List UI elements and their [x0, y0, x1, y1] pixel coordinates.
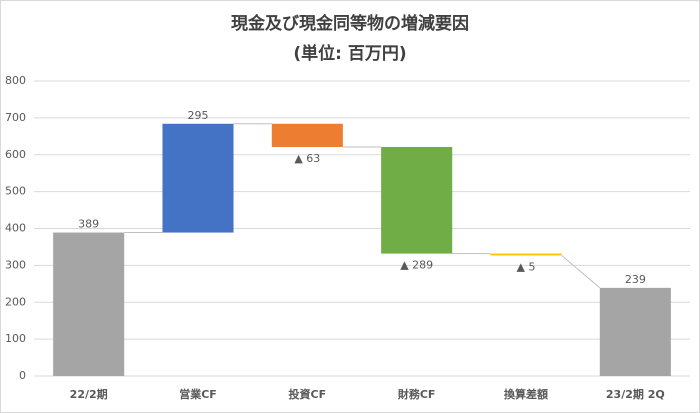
bar [599, 287, 671, 376]
bar [381, 147, 453, 254]
y-tick-label: 300 [5, 258, 26, 271]
y-tick-label: 400 [5, 222, 26, 235]
value-label: 239 [625, 273, 646, 286]
y-tick-label: 800 [5, 74, 26, 87]
connector [561, 255, 601, 289]
x-tick-label: 財務CF [397, 387, 436, 401]
bar [53, 232, 125, 376]
y-tick-label: 600 [5, 148, 26, 161]
x-tick-label: 換算差額 [504, 387, 548, 401]
x-tick-label: 22/2期 [70, 387, 108, 401]
value-label: 295 [188, 109, 209, 122]
value-label: ▲ 5 [517, 260, 536, 273]
x-tick-label: 23/2期 2Q [606, 387, 665, 401]
chart-title: 現金及び現金同等物の増減要因 [231, 13, 469, 34]
x-tick-label: 営業CF [179, 387, 217, 401]
y-tick-label: 100 [5, 332, 26, 345]
value-label: 389 [78, 218, 99, 231]
chart-subtitle: (単位: 百万円) [293, 43, 406, 64]
bar [271, 123, 343, 148]
y-tick-label: 500 [5, 185, 26, 198]
y-tick-label: 700 [5, 111, 26, 124]
y-tick-label: 0 [19, 369, 26, 382]
x-tick-label: 投資CF [289, 387, 327, 401]
value-label: ▲ 289 [400, 259, 433, 272]
bar [490, 253, 562, 256]
bar [162, 123, 234, 233]
value-label: ▲ 63 [294, 152, 320, 165]
y-tick-label: 200 [5, 295, 26, 308]
